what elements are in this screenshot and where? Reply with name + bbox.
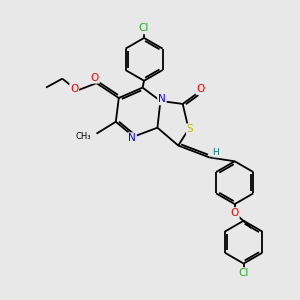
Text: CH₃: CH₃ [76, 131, 91, 140]
Text: Cl: Cl [238, 268, 249, 278]
Text: O: O [70, 84, 78, 94]
Text: N: N [128, 133, 136, 143]
Text: O: O [231, 208, 239, 218]
Text: N: N [158, 94, 166, 104]
Text: H: H [213, 148, 219, 157]
Text: S: S [187, 124, 194, 134]
Text: Cl: Cl [139, 23, 149, 33]
Text: O: O [196, 84, 205, 94]
Text: O: O [90, 73, 98, 83]
